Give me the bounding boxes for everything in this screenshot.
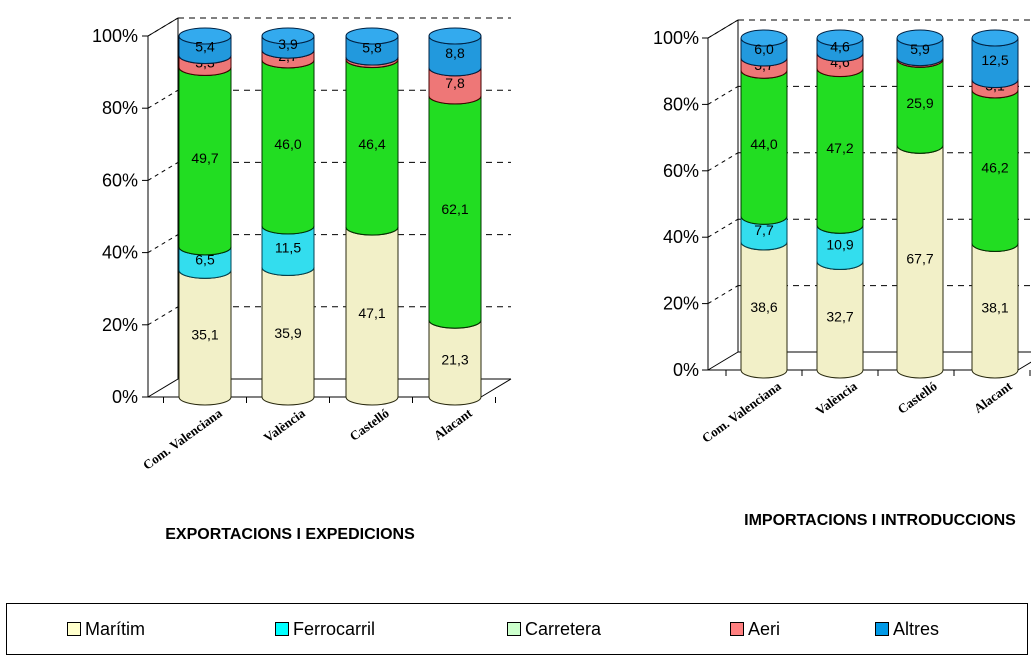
wall-top-edge (707, 19, 739, 39)
chart-title-imports: IMPORTACIONS I INTRODUCCIONS (744, 512, 1016, 529)
bar-top-altres (740, 29, 788, 47)
legend-label-altres: Altres (893, 618, 940, 639)
y-tick-label: 100% (653, 28, 699, 48)
data-label: 5,9 (910, 41, 930, 57)
data-label: 8,8 (445, 45, 465, 61)
legend-item-maritim: Marítim (67, 618, 145, 640)
data-label: 6,5 (195, 252, 215, 268)
gridline-side (147, 234, 179, 254)
y-tick-label: 100% (92, 26, 138, 46)
x-tick-label: València (261, 405, 308, 445)
data-label: 38,1 (981, 300, 1008, 316)
chart-svg: 0%20%40%60%80%100%35,16,549,73,35,4Com. … (92, 17, 1031, 473)
floor-right-edge (480, 378, 512, 398)
y-tick-label: 0% (673, 360, 699, 380)
legend-item-carretera: Carretera (507, 618, 601, 640)
data-label: 25,9 (906, 95, 933, 111)
legend-swatch-carretera (507, 622, 521, 636)
x-tick-label: Castelló (347, 405, 392, 443)
gridline-side (147, 161, 179, 181)
data-label: 4,6 (830, 39, 850, 55)
legend-item-aeri: Aeri (730, 618, 780, 640)
gridline-side (707, 85, 739, 105)
legend-swatch-ferrocarril (275, 622, 289, 636)
gridline-side (147, 306, 179, 326)
data-label: 10,9 (826, 236, 853, 252)
bar-top-altres (261, 27, 315, 45)
chart-exports: 0%20%40%60%80%100%35,16,549,73,35,4Com. … (92, 17, 512, 473)
legend-label-ferrocarril: Ferrocarril (293, 618, 376, 639)
data-label: 46,2 (981, 160, 1008, 176)
data-label: 47,2 (826, 140, 853, 156)
data-label: 46,4 (358, 136, 385, 152)
data-label: 12,5 (981, 52, 1008, 68)
y-tick-label: 40% (663, 227, 699, 247)
legend-label-carretera: Carretera (525, 618, 602, 639)
data-label: 11,5 (275, 240, 301, 256)
data-label: 5,8 (362, 39, 382, 55)
legend-swatch-maritim (67, 622, 81, 636)
x-tick-label: Alacant (431, 405, 475, 443)
gridline-side (147, 89, 179, 109)
bar-top-altres (178, 27, 232, 45)
data-label: 7,7 (754, 222, 774, 238)
legend-label-maritim: Marítim (85, 618, 145, 639)
y-tick-label: 80% (663, 94, 699, 114)
data-label: 49,7 (191, 150, 218, 166)
data-label: 38,6 (750, 299, 777, 315)
y-tick-label: 40% (102, 243, 138, 263)
bar-top-altres (896, 29, 944, 47)
gridline-side (707, 218, 739, 238)
x-tick-label: València (813, 378, 860, 418)
data-label: 46,0 (274, 136, 301, 152)
floor-right-edge (1017, 361, 1031, 371)
legend: Marítim Ferrocarril Carretera Aeri Altre… (6, 603, 1028, 655)
gridline-side (707, 152, 739, 172)
data-label: 6,0 (754, 41, 774, 57)
wall-top-edge (147, 17, 179, 37)
x-tick-label: Castelló (895, 378, 940, 416)
data-label: 44,0 (750, 136, 777, 152)
bar-top-altres (345, 27, 399, 45)
legend-item-ferrocarril: Ferrocarril (275, 618, 375, 640)
y-tick-label: 60% (663, 161, 699, 181)
data-label: 62,1 (441, 201, 468, 217)
gridline-side (707, 285, 739, 305)
data-label: 7,8 (445, 75, 465, 91)
x-tick-label: Com. Valenciana (699, 378, 784, 446)
floor-left-edge (147, 378, 179, 398)
data-label: 21,3 (441, 352, 468, 368)
legend-label-aeri: Aeri (748, 618, 781, 639)
bar-top-altres (428, 27, 482, 45)
y-tick-label: 60% (102, 170, 138, 190)
chart-imports: 0%20%40%60%80%100%38,67,744,03,76,0Com. … (653, 19, 1031, 446)
data-label: 35,9 (274, 325, 301, 341)
y-tick-label: 20% (663, 294, 699, 314)
data-label: 67,7 (906, 251, 933, 267)
legend-item-altres: Altres (875, 618, 939, 640)
data-label: 3,9 (278, 36, 298, 52)
data-label: 32,7 (826, 309, 853, 325)
bar-top-altres (816, 29, 864, 47)
data-label: 47,1 (358, 305, 385, 321)
data-label: 5,4 (195, 39, 215, 55)
y-tick-label: 0% (112, 387, 138, 407)
x-tick-label: Com. Valenciana (140, 405, 225, 473)
legend-swatch-aeri (730, 622, 744, 636)
y-tick-label: 80% (102, 98, 138, 118)
x-tick-label: Alacant (971, 378, 1015, 416)
data-label: 35,1 (191, 327, 218, 343)
legend-swatch-altres (875, 622, 889, 636)
floor-left-edge (707, 351, 739, 371)
y-tick-label: 20% (102, 315, 138, 335)
bar-top-altres (971, 29, 1019, 47)
chart-title-exports: EXPORTACIONS I EXPEDICIONS (165, 526, 415, 543)
